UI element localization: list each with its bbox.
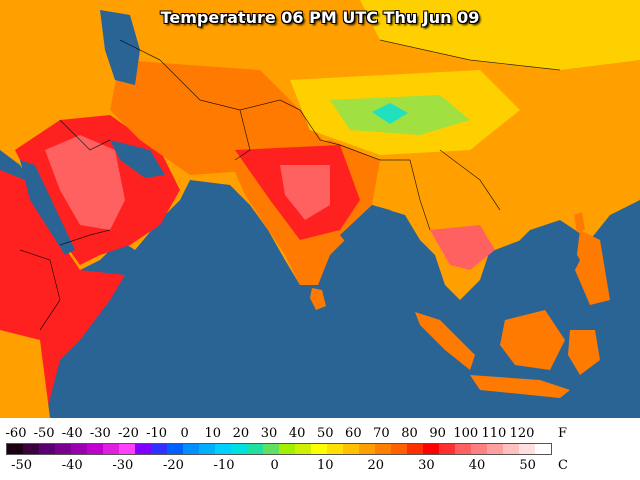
- scale-swatch: [535, 444, 551, 454]
- scale-swatch: [167, 444, 183, 454]
- scale-swatch: [327, 444, 343, 454]
- scale-swatch: [439, 444, 455, 454]
- temperature-map: [0, 0, 640, 418]
- scale-swatch: [375, 444, 391, 454]
- land-indochina: [430, 225, 495, 270]
- fahrenheit-tick: 70: [373, 426, 390, 441]
- land-iran: [110, 60, 330, 175]
- fahrenheit-tick: 30: [260, 426, 278, 441]
- scale-swatch: [215, 444, 231, 454]
- fahrenheit-tick: 80: [401, 426, 418, 441]
- caspian-sea: [100, 10, 140, 85]
- scale-swatch: [391, 444, 407, 454]
- scale-swatch: [135, 444, 151, 454]
- scale-swatch: [519, 444, 535, 454]
- fahrenheit-tick: 60: [345, 426, 362, 441]
- red-sea: [20, 160, 75, 255]
- scale-swatch: [359, 444, 375, 454]
- celsius-tick: 0: [270, 458, 279, 473]
- bay-of-bengal: [340, 205, 420, 260]
- scale-swatch: [39, 444, 55, 454]
- land-java: [470, 375, 570, 398]
- land-africa-south: [0, 330, 50, 418]
- fahrenheit-tick: 0: [180, 426, 189, 441]
- scale-swatch: [151, 444, 167, 454]
- scale-swatch: [55, 444, 71, 454]
- south-china-sea: [480, 225, 580, 300]
- color-scale-bar: [6, 443, 552, 455]
- land-tibet-coldest: [372, 103, 408, 124]
- fahrenheit-tick: 10: [204, 426, 222, 441]
- celsius-tick: -10: [213, 458, 235, 473]
- fahrenheit-tick: -50: [33, 426, 55, 441]
- scale-swatch: [183, 444, 199, 454]
- scale-swatch: [119, 444, 135, 454]
- land-philippines: [575, 230, 610, 305]
- fahrenheit-tick: 100: [453, 426, 479, 441]
- scale-swatch: [23, 444, 39, 454]
- celsius-tick: 50: [519, 458, 536, 473]
- fahrenheit-unit: F: [558, 426, 568, 441]
- fahrenheit-tick: 110: [481, 426, 507, 441]
- scale-swatch: [103, 444, 119, 454]
- celsius-unit: C: [558, 458, 568, 473]
- scale-swatch: [503, 444, 519, 454]
- land-sulawesi: [568, 330, 600, 375]
- scale-swatch: [279, 444, 295, 454]
- scale-swatch: [407, 444, 423, 454]
- fahrenheit-tick: 20: [232, 426, 250, 441]
- scale-swatch: [199, 444, 215, 454]
- scale-swatch: [455, 444, 471, 454]
- scale-swatch: [343, 444, 359, 454]
- scale-swatch: [7, 444, 23, 454]
- fahrenheit-tick: 40: [288, 426, 306, 441]
- land-india-core: [280, 165, 330, 220]
- celsius-tick: 10: [316, 458, 334, 473]
- scale-swatch: [311, 444, 327, 454]
- scale-swatch: [87, 444, 103, 454]
- scale-swatch: [487, 444, 503, 454]
- celsius-tick: 40: [468, 458, 486, 473]
- scale-swatch: [471, 444, 487, 454]
- fahrenheit-tick: 50: [316, 426, 334, 441]
- scale-swatch: [71, 444, 87, 454]
- scale-swatch: [247, 444, 263, 454]
- celsius-tick: -30: [112, 458, 134, 473]
- land-sri-lanka: [310, 288, 326, 310]
- celsius-tick: -50: [11, 458, 33, 473]
- scale-swatch: [295, 444, 311, 454]
- land-sumatra: [415, 312, 475, 370]
- land-arabia-core: [45, 135, 125, 230]
- celsius-tick: -20: [162, 458, 184, 473]
- fahrenheit-tick: -10: [146, 426, 168, 441]
- map-title: Temperature 06 PM UTC Thu Jun 09: [160, 8, 480, 27]
- celsius-tick: 20: [367, 458, 385, 473]
- scale-swatch: [423, 444, 439, 454]
- fahrenheit-tick: -20: [117, 426, 139, 441]
- fahrenheit-tick: -60: [5, 426, 27, 441]
- persian-gulf: [110, 140, 165, 178]
- scale-swatch: [231, 444, 247, 454]
- land-taiwan: [574, 212, 585, 232]
- land-north: [360, 0, 640, 70]
- celsius-tick: 30: [418, 458, 435, 473]
- scale-swatch: [263, 444, 279, 454]
- fahrenheit-tick: -40: [61, 426, 83, 441]
- country-borders: [19, 39, 561, 331]
- fahrenheit-tick: 120: [509, 426, 535, 441]
- fahrenheit-tick: 90: [429, 426, 446, 441]
- celsius-tick: -40: [61, 458, 83, 473]
- fahrenheit-tick: -30: [89, 426, 111, 441]
- land-borneo: [500, 310, 565, 370]
